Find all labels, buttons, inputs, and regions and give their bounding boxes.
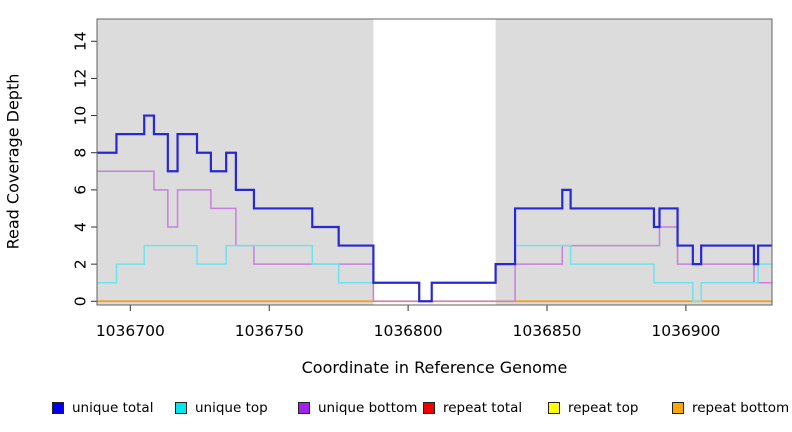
- legend-label: repeat top: [568, 400, 639, 416]
- y-tick-label: 2: [71, 259, 89, 269]
- legend-label: repeat total: [443, 400, 523, 416]
- legend-label: unique top: [195, 400, 268, 416]
- y-tick-label: 10: [71, 106, 89, 126]
- legend-label: unique total: [72, 400, 154, 416]
- legend-label: unique bottom: [318, 400, 418, 416]
- legend-item-repeat-top: repeat top: [548, 400, 638, 416]
- y-tick-label: 12: [71, 69, 89, 89]
- x-tick-label: 1036800: [374, 322, 443, 340]
- legend-label: repeat bottom: [692, 400, 790, 416]
- x-tick-label: 1036850: [512, 322, 581, 340]
- series-line-unique-total: [97, 114, 772, 303]
- y-tick-label: 0: [71, 296, 89, 306]
- y-tick-label: 6: [71, 185, 89, 195]
- legend-swatch-unique-total: [52, 402, 64, 414]
- legend-item-unique-bottom: unique bottom: [298, 400, 417, 416]
- legend-swatch-unique-top: [175, 402, 187, 414]
- legend-swatch-unique-bottom: [298, 402, 310, 414]
- legend-item-repeat-bottom: repeat bottom: [672, 400, 789, 416]
- y-tick-label: 8: [71, 148, 89, 158]
- highlight-band: [373, 19, 496, 305]
- legend-swatch-repeat-total: [423, 402, 435, 414]
- x-tick-label: 1036750: [235, 322, 304, 340]
- x-tick-label: 1036700: [96, 322, 165, 340]
- legend: unique total unique top unique bottom repea…: [0, 400, 792, 424]
- legend-swatch-repeat-top: [548, 402, 560, 414]
- y-tick-label: 4: [71, 222, 89, 232]
- legend-item-unique-top: unique top: [175, 400, 268, 416]
- legend-item-repeat-total: repeat total: [423, 400, 522, 416]
- legend-swatch-repeat-bottom: [672, 402, 684, 414]
- plot-border: [96, 18, 773, 306]
- y-axis-label: Read Coverage Depth: [3, 73, 23, 250]
- x-tick-label: 1036900: [651, 322, 720, 340]
- y-tick-label: 14: [71, 31, 89, 51]
- x-axis-label: Coordinate in Reference Genome: [301, 358, 568, 377]
- legend-item-unique-total: unique total: [52, 400, 153, 416]
